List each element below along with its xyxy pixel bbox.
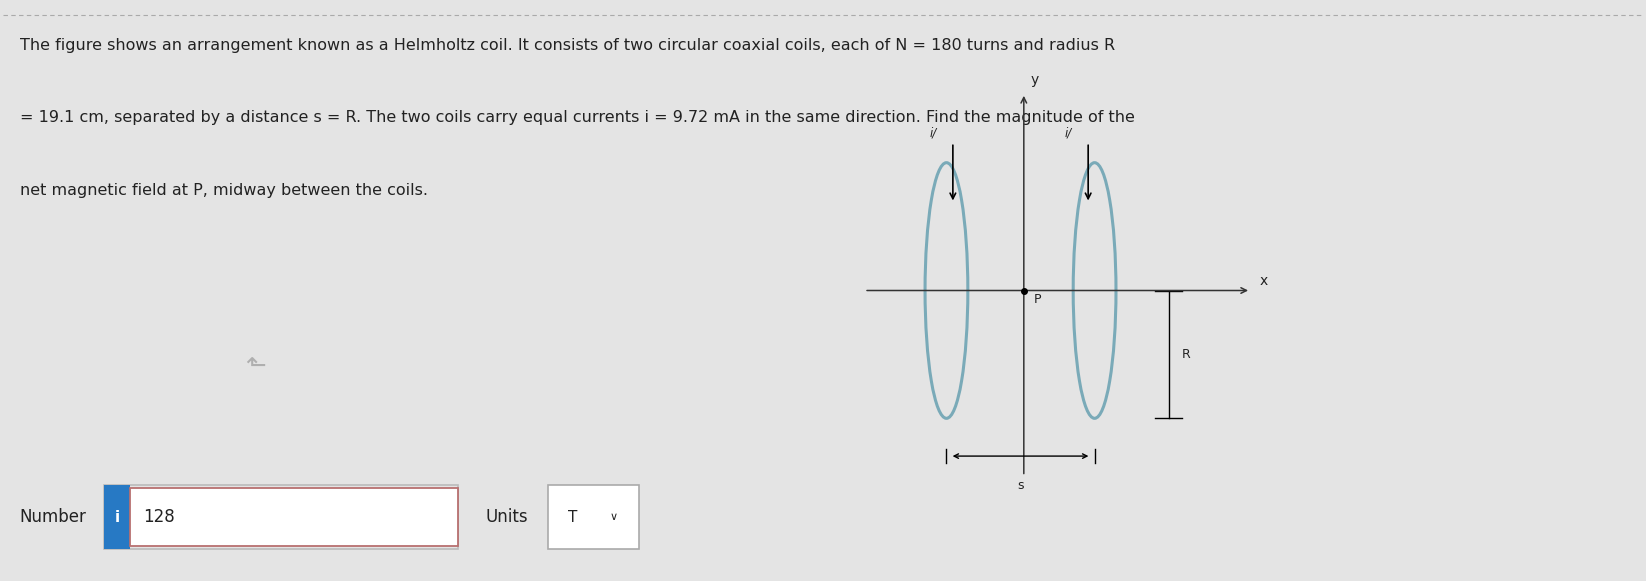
- Text: = 19.1 cm, separated by a distance s = R. The two coils carry equal currents i =: = 19.1 cm, separated by a distance s = R…: [20, 110, 1134, 125]
- Text: 128: 128: [143, 508, 174, 526]
- Text: ∨: ∨: [611, 512, 617, 522]
- Text: s: s: [1017, 479, 1024, 492]
- Text: i/: i/: [1065, 127, 1072, 139]
- Text: net magnetic field at P, midway between the coils.: net magnetic field at P, midway between …: [20, 183, 428, 198]
- Text: i/: i/: [930, 127, 937, 139]
- Text: The figure shows an arrangement known as a Helmholtz coil. It consists of two ci: The figure shows an arrangement known as…: [20, 38, 1114, 53]
- Text: Units: Units: [486, 508, 528, 526]
- Text: ⬑: ⬑: [245, 354, 265, 378]
- Text: P: P: [1034, 293, 1042, 306]
- Text: x: x: [1259, 274, 1267, 288]
- FancyBboxPatch shape: [548, 485, 639, 549]
- Text: R: R: [1182, 348, 1190, 361]
- Text: i: i: [114, 510, 120, 525]
- Text: Number: Number: [20, 508, 87, 526]
- Text: y: y: [1030, 73, 1039, 87]
- FancyBboxPatch shape: [130, 488, 458, 546]
- Text: T: T: [568, 510, 578, 525]
- FancyBboxPatch shape: [104, 485, 130, 549]
